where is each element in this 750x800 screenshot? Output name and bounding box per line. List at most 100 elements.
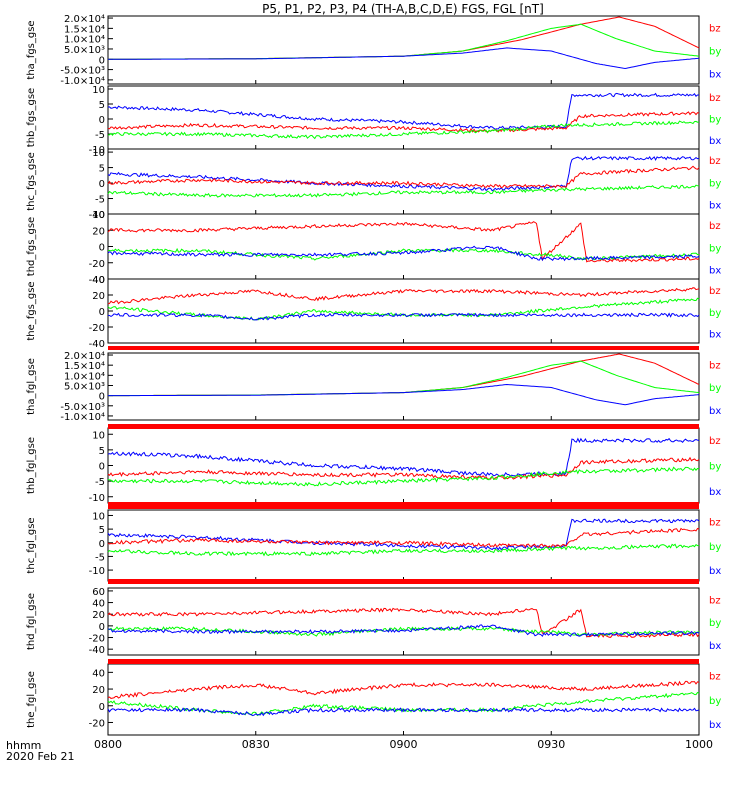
y-axis-label: the_fgs_gse	[26, 281, 37, 340]
x-axis: 0800 0830 0900 0930 1000	[94, 738, 713, 751]
series-bx	[107, 707, 700, 717]
y-tick-label: 0	[99, 702, 105, 713]
legend-by: by	[709, 178, 721, 189]
y-tick-label: 40	[92, 668, 105, 679]
panel-tha_fgl_gse: 2.0×10⁴1.5×10⁴1.0×10⁴5.0×10³0-5.0×10³-1.…	[26, 351, 721, 423]
panel-the_fgs_gse: 40 20 0 -20 -40 the_fgs_gse bz by bx	[26, 275, 721, 350]
legend-bz: bz	[709, 93, 721, 104]
series-by	[107, 466, 700, 487]
y-tick-label: -10	[89, 145, 105, 156]
y-axis-label: tha_fgs_gse	[26, 20, 37, 79]
y-tick-label: 2.0×10⁴	[64, 351, 105, 362]
y-tick-label: 5	[99, 525, 105, 536]
legend-by: by	[709, 462, 721, 473]
flag-bar	[108, 346, 699, 350]
y-tick-label: 5	[99, 164, 105, 175]
y-tick-label: 20	[92, 226, 105, 237]
y-tick-label: -1.0×10⁴	[60, 76, 105, 87]
panel-frame	[107, 427, 700, 504]
panel-thb_fgs_gse: 10 5 0 -5 -10 thb_fgs_gse bz by bx	[26, 85, 721, 156]
y-axis-label: thd_fgs_gse	[26, 217, 37, 276]
chart-title: P5, P1, P2, P3, P4 (TH-A,B,C,D,E) FGS, F…	[262, 2, 544, 16]
legend-bz: bz	[709, 518, 721, 529]
x-tick-label: 1000	[685, 738, 713, 751]
y-tick-label: 1.5×10⁴	[64, 24, 105, 35]
y-axis-label: the_fgl_gse	[26, 671, 37, 728]
y-axis-label: tha_fgl_gse	[26, 358, 37, 415]
legend-bx: bx	[709, 487, 721, 498]
legend-bx: bx	[709, 136, 721, 147]
series-by	[107, 543, 700, 557]
y-tick-label: -40	[89, 645, 105, 656]
series-bz	[107, 456, 700, 481]
panel-frame	[107, 213, 700, 280]
y-tick-label: 1.0×10⁴	[64, 371, 105, 382]
series-bz	[108, 16, 700, 60]
series-bz	[107, 165, 700, 189]
y-tick-label: 10	[92, 85, 105, 96]
legend-bx: bx	[709, 265, 721, 276]
series-bx	[107, 518, 700, 551]
panel-frame	[107, 15, 700, 85]
series-bx	[107, 312, 700, 321]
time-axis-label: hhmm	[6, 739, 42, 752]
panel-frame	[107, 352, 700, 421]
series-bx	[107, 92, 699, 130]
legend-bz: bz	[709, 360, 721, 371]
y-tick-label: 5	[99, 100, 105, 111]
y-tick-label: 40	[92, 210, 105, 221]
legend-bz: bz	[709, 436, 721, 447]
y-tick-label: 10	[92, 148, 105, 159]
y-axis-label: thb_fgl_gse	[26, 437, 37, 494]
y-tick-label: 1.0×10⁴	[64, 35, 105, 46]
y-tick-label: -5	[95, 477, 105, 488]
y-tick-label: 5	[99, 446, 105, 457]
legend-bz: bz	[709, 672, 721, 683]
series-bz	[107, 527, 700, 549]
panel-frame	[107, 278, 700, 344]
y-tick-label: -40	[89, 275, 105, 286]
legend-bx: bx	[709, 406, 721, 417]
series-bz	[107, 221, 700, 263]
legend-by: by	[709, 618, 721, 629]
legend-bx: bx	[709, 641, 721, 652]
series-bx	[108, 383, 700, 406]
y-tick-label: -40	[89, 339, 105, 350]
series-by	[107, 247, 700, 261]
legend-bx: bx	[709, 720, 721, 731]
y-tick-label: 1.5×10⁴	[64, 361, 105, 372]
legend-by: by	[709, 308, 721, 319]
y-tick-label: -5	[95, 552, 105, 563]
y-axis-label: thc_fgl_gse	[26, 517, 37, 573]
flag-bar	[108, 579, 699, 584]
x-tick-label: 0830	[242, 738, 270, 751]
legend-bz: bz	[709, 23, 721, 34]
y-tick-label: 0	[99, 392, 105, 403]
legend-bz: bz	[709, 286, 721, 297]
panels: 2.0×10⁴1.5×10⁴1.0×10⁴5.0×10³0-5.0×10³-1.…	[26, 14, 721, 736]
legend-by: by	[709, 114, 721, 125]
x-tick-label: 0930	[537, 738, 565, 751]
series-bx	[107, 437, 700, 478]
series-by	[107, 691, 700, 717]
series-bz	[107, 111, 700, 133]
y-tick-label: 2.0×10⁴	[64, 14, 105, 25]
y-tick-label: 40	[92, 275, 105, 286]
legend-by: by	[709, 243, 721, 254]
legend-bx: bx	[709, 70, 721, 81]
legend-bz: bz	[709, 595, 721, 606]
y-tick-label: 0	[99, 307, 105, 318]
y-tick-label: 0	[99, 243, 105, 254]
y-tick-label: 0	[99, 462, 105, 473]
y-tick-label: 0	[99, 115, 105, 126]
series-by	[108, 23, 700, 60]
y-tick-label: -20	[89, 259, 105, 270]
y-tick-label: -10	[89, 210, 105, 221]
y-tick-label: -5	[95, 195, 105, 206]
data-flag-bars	[108, 346, 699, 664]
y-tick-label: 5.0×10³	[64, 45, 105, 56]
y-tick-label: -20	[89, 323, 105, 334]
panel-frame	[107, 85, 700, 150]
y-tick-label: -5.0×10³	[60, 66, 105, 77]
